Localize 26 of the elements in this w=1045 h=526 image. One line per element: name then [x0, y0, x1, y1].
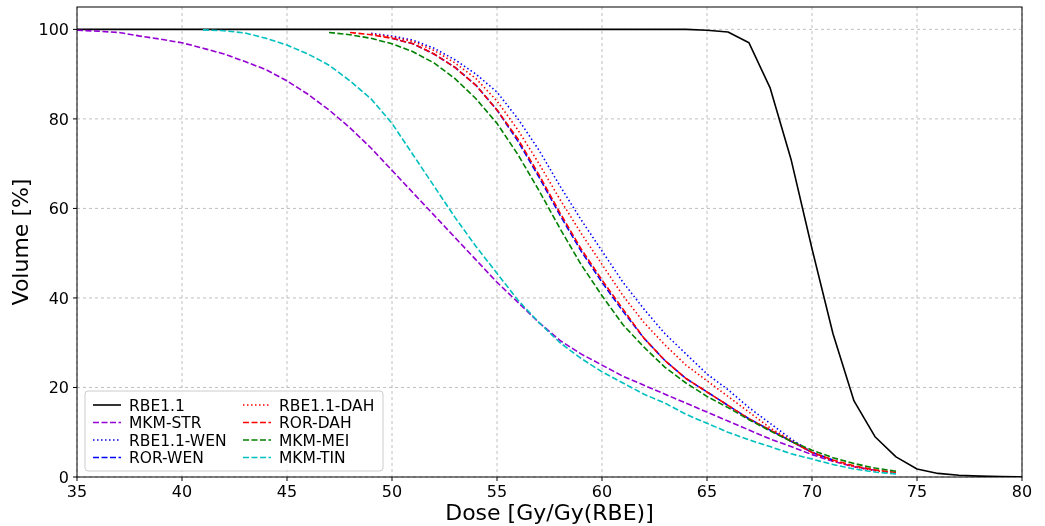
- y-tick-label: 0: [58, 468, 69, 487]
- y-tick-label: 100: [38, 20, 69, 40]
- legend-label: MKM-TIN: [279, 449, 346, 467]
- legend-label: MKM-STR: [129, 414, 202, 432]
- y-axis-title: Volume [%]: [8, 178, 33, 306]
- x-tick-label: 50: [381, 482, 403, 501]
- y-tick-label: 80: [48, 109, 69, 129]
- x-axis-title: Dose [Gy/Gy(RBE)]: [445, 500, 654, 525]
- y-tick-label: 20: [48, 378, 69, 398]
- y-tick-label: 60: [48, 199, 69, 219]
- legend-label: RBE1.1-WEN: [129, 431, 227, 450]
- x-tick-label: 80: [1011, 482, 1033, 501]
- x-tick-label: 45: [276, 482, 298, 501]
- legend-label: RBE1.1-DAH: [279, 396, 375, 415]
- legend-label: RBE1.1: [129, 396, 185, 415]
- x-tick-label: 70: [801, 482, 823, 501]
- x-tick-label: 65: [696, 482, 718, 501]
- x-tick-label: 55: [486, 482, 508, 501]
- y-tick-label: 40: [48, 288, 69, 308]
- x-tick-label: 75: [906, 482, 928, 501]
- x-tick-label: 40: [171, 482, 193, 501]
- legend-label: ROR-DAH: [279, 414, 352, 432]
- legend-label: ROR-WEN: [129, 449, 204, 467]
- legend-label: MKM-MEI: [279, 431, 350, 450]
- x-tick-label: 35: [66, 482, 88, 501]
- x-tick-label: 60: [591, 482, 613, 501]
